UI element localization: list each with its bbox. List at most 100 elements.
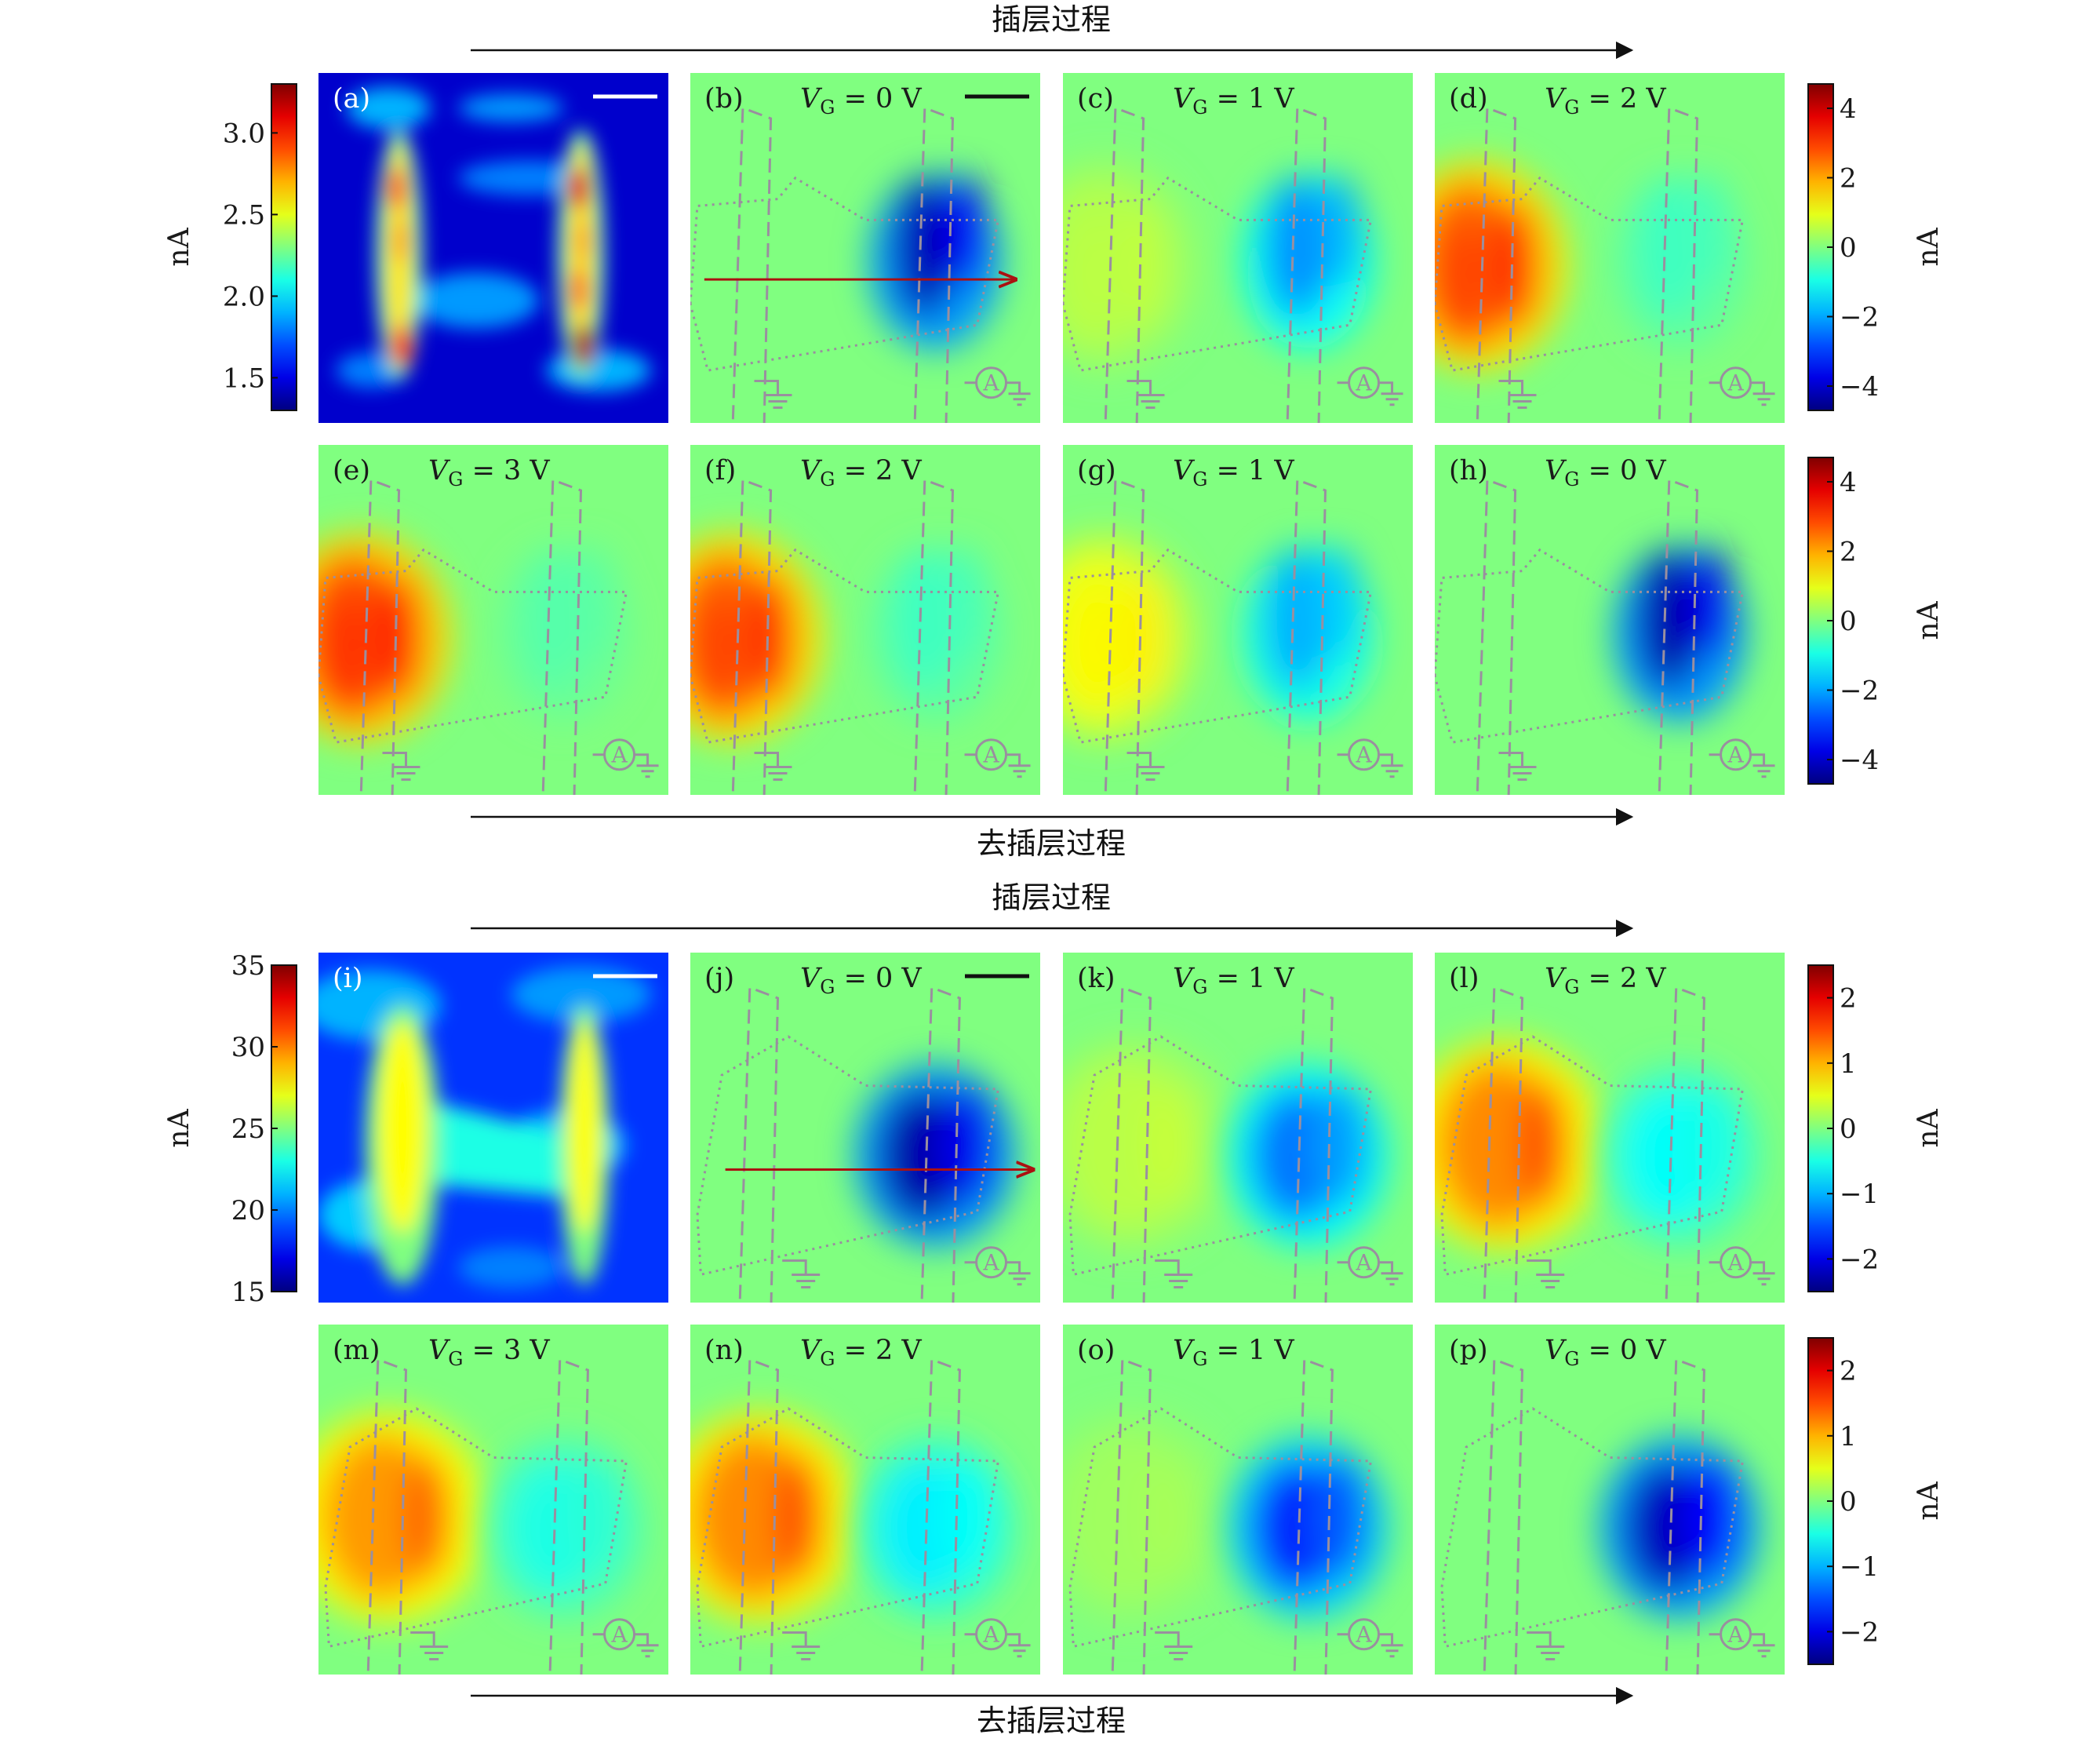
process-label: 插层过程 [992,2,1111,37]
wire-hotspot [384,268,409,312]
gate-voltage-label: VG = 1 V [1173,83,1294,118]
colorbar-cb-jl: −2 −1 0 1 2 nA [1807,964,1945,1292]
photocurrent-positive [690,1412,861,1623]
wire-hotspot [384,166,409,211]
electrode-outline [1483,1358,1524,1675]
negative-core [1318,546,1361,659]
colorbar-unit-label: nA [163,1108,195,1147]
panel-label: (g) [1077,455,1116,487]
electrode-outline [738,1358,780,1675]
gate-voltage-label: VG = 2 V [800,1335,922,1370]
ground-symbol [782,1259,821,1288]
positive-core [1148,1454,1196,1580]
ammeter-symbol: A [982,370,999,396]
vg-symbol: V [1173,963,1196,994]
gate-voltage-label: VG = 1 V [1173,1335,1294,1370]
colorbar-tick-label: −2 [1840,1244,1879,1275]
vg-value: = 3 V [463,455,550,487]
gate-voltage-label: VG = 2 V [1545,83,1666,118]
positive-core [1491,202,1539,329]
colorbar-tick-label: −1 [1840,1179,1879,1210]
electrode-outline [1476,106,1517,423]
positive-core [1148,1082,1196,1208]
negative-core [573,546,617,659]
vg-value: = 2 V [1579,963,1666,994]
colorbar-tick-label: 4 [1840,467,1857,498]
panel-label: (p) [1449,1335,1488,1366]
electrode-outline [920,1358,961,1675]
vg-symbol: V [1545,455,1567,487]
panel-j: A (j) VG = 0 V [690,953,1040,1303]
negative-core [1265,177,1329,319]
device-outline [324,1358,659,1675]
background-texture [511,966,651,1023]
panel-label: (e) [333,455,370,487]
vg-subscript: G [820,1348,835,1370]
vg-value: = 1 V [1207,83,1294,115]
positive-core [747,574,795,701]
photocurrent-negative [1227,1064,1388,1247]
ground-symbol [1498,751,1537,781]
colorbar-tick-label: 2.0 [223,281,265,312]
colorbar-tick-label: 2 [1840,1356,1857,1387]
panel-c: A (c) VG = 1 V [1063,73,1413,423]
negative-core [1690,174,1733,287]
device-outline [696,1358,1031,1675]
background-texture [458,1246,564,1289]
gate-voltage-label: VG = 0 V [800,963,922,998]
gate-voltage-label: VG = 0 V [800,83,922,118]
ground-symbol [1155,1631,1193,1660]
panel-m: A (m) VG = 3 V [318,1325,668,1675]
colorbar-tick-label: 2 [1840,983,1857,1015]
ground-symbol [1126,379,1165,409]
photocurrent-negative [1241,546,1374,722]
electrode-outline [731,106,773,423]
vg-symbol: V [1173,83,1196,115]
panel-label: (c) [1077,83,1114,115]
electrode-outline [359,478,401,795]
device-outline [318,478,659,795]
vg-subscript: G [1564,976,1579,998]
heatmap: A [318,445,668,795]
vg-symbol: V [800,1335,823,1366]
wire-core [568,1022,600,1233]
vg-value: = 1 V [1207,963,1294,994]
heatmap: A [1435,445,1785,795]
device-outline [1068,986,1403,1303]
ammeter-wire [964,1261,1031,1286]
colorbar-tick-label: 2 [1840,536,1857,567]
vg-value: = 0 V [1579,1335,1666,1366]
colorbar-bar [1807,83,1834,411]
vg-value: = 0 V [835,83,922,115]
panel-g: A (g) VG = 1 V [1063,445,1413,795]
vg-symbol: V [428,455,451,487]
negative-core [893,549,956,691]
ammeter-wire [592,753,659,778]
ground-symbol [1527,1631,1565,1660]
ammeter-wire [1337,1261,1403,1286]
photocurrent-positive [318,1412,489,1623]
electrode-outline [913,478,955,795]
panel-label: (b) [704,83,744,115]
electrode-outline [731,478,773,795]
device-outline [1435,106,1775,423]
negative-core [938,1085,995,1205]
electrode-outline [1658,478,1699,795]
electrode-outline [366,1358,408,1675]
heatmap: A [690,445,1040,795]
vg-value: = 2 V [835,455,922,487]
ground-symbol [782,1631,821,1660]
panel-label: (l) [1449,963,1479,994]
heatmap-blobs [336,86,651,392]
vg-subscript: G [1192,976,1207,998]
vg-symbol: V [1545,1335,1567,1366]
colorbar-tick-label: −2 [1840,1616,1879,1648]
electrode-outline [913,106,955,423]
process-arrow-bottom-2: 去插层过程 [471,1686,1634,1738]
colorbar-unit-label: nA [1913,227,1945,266]
ground-symbol [1155,1259,1193,1288]
photocurrent-negative [1613,174,1746,350]
device-outline [690,478,1031,795]
negative-core [893,177,956,319]
